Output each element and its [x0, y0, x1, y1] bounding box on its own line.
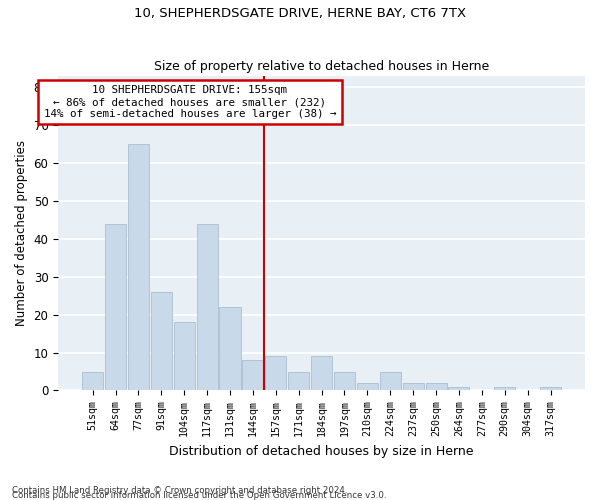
Bar — [151, 292, 172, 390]
Bar — [334, 372, 355, 390]
Bar — [380, 372, 401, 390]
Bar — [128, 144, 149, 390]
Text: 10, SHEPHERDSGATE DRIVE, HERNE BAY, CT6 7TX: 10, SHEPHERDSGATE DRIVE, HERNE BAY, CT6 … — [134, 8, 466, 20]
Title: Size of property relative to detached houses in Herne: Size of property relative to detached ho… — [154, 60, 489, 74]
Bar — [105, 224, 126, 390]
Bar — [403, 383, 424, 390]
Text: Contains public sector information licensed under the Open Government Licence v3: Contains public sector information licen… — [12, 491, 386, 500]
Bar — [242, 360, 263, 390]
Y-axis label: Number of detached properties: Number of detached properties — [15, 140, 28, 326]
Bar — [288, 372, 309, 390]
Text: Contains HM Land Registry data © Crown copyright and database right 2024.: Contains HM Land Registry data © Crown c… — [12, 486, 347, 495]
Bar — [311, 356, 332, 390]
Bar — [448, 386, 469, 390]
Bar — [197, 224, 218, 390]
Bar — [494, 386, 515, 390]
Bar — [173, 322, 195, 390]
X-axis label: Distribution of detached houses by size in Herne: Distribution of detached houses by size … — [169, 444, 474, 458]
Bar — [220, 307, 241, 390]
Text: 10 SHEPHERDSGATE DRIVE: 155sqm
← 86% of detached houses are smaller (232)
14% of: 10 SHEPHERDSGATE DRIVE: 155sqm ← 86% of … — [44, 86, 336, 118]
Bar — [540, 386, 561, 390]
Bar — [357, 383, 378, 390]
Bar — [265, 356, 286, 390]
Bar — [82, 372, 103, 390]
Bar — [425, 383, 446, 390]
